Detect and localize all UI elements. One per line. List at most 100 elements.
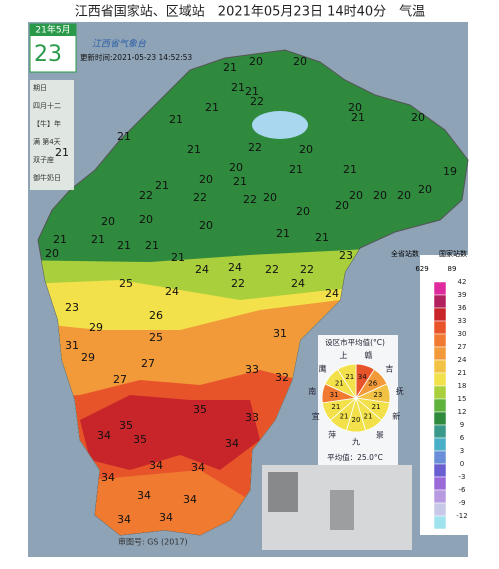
legend-swatch [433,333,447,348]
legend-swatch [433,346,447,361]
inset-value: 23 [373,391,382,399]
station-value: 22 [193,191,207,204]
legend-label: -6 [459,486,467,494]
station-value: 20 [296,205,310,218]
inset-average: 平均值：25.0°C [327,452,383,462]
station-value: 20 [299,143,313,156]
station-value: 21 [205,101,219,114]
station-value: 34 [225,437,239,450]
station-value: 34 [149,459,163,472]
station-value: 21 [245,85,259,98]
calendar-notes [30,80,74,190]
station-value: 22 [248,141,262,154]
station-value: 20 [249,55,263,68]
legend-swatch [433,411,447,426]
legend-label: 39 [458,291,467,299]
blurred-area [268,472,298,512]
station-value: 23 [339,249,353,262]
inset-value: 21 [331,403,340,411]
legend-swatch [433,476,447,491]
legend-swatch [433,489,447,504]
title: 江西省国家站、区域站 2021年05月23日 14时40分 气温 [75,4,425,20]
station-value: 21 [315,231,329,244]
station-value: 31 [65,339,79,352]
station-value: 22 [139,189,153,202]
station-value: 21 [117,130,131,143]
inset-city: 南 [308,386,316,396]
inset-city: 抚 [396,386,404,396]
legend-label: 9 [460,421,464,429]
station-value: 35 [193,403,207,416]
legend-label: 36 [458,304,467,312]
inset-city: 赣 [364,350,372,360]
logo: 江西省气象台 [92,39,147,50]
lake [252,111,308,139]
legend-label: 27 [458,343,467,351]
legend-national-count: 89 [448,265,457,273]
inset-value: 26 [368,380,377,388]
station-value: 34 [117,513,131,526]
calendar-month: 21年5月 [35,24,70,36]
calendar-header [30,24,76,36]
inset-value: 21 [340,413,349,421]
station-value: 22 [231,277,245,290]
station-value: 32 [275,371,289,384]
station-value: 21 [53,233,67,246]
legend-swatch [433,398,447,413]
station-value: 24 [195,263,209,276]
calendar-note: 【牛】年 [33,119,61,128]
station-value: 20 [373,189,387,202]
legend-label: 6 [460,434,465,442]
station-value: 24 [291,277,305,290]
inset-city: 新 [392,411,400,421]
station-value: 20 [349,189,363,202]
station-value: 21 [145,239,159,252]
station-value: 29 [89,321,103,334]
blurred-area [330,490,354,530]
station-value: 35 [119,419,133,432]
inset-value: 31 [330,391,339,399]
legend-label: 18 [458,382,467,390]
legend-swatch [433,294,447,309]
legend-national-label: 国家站数 [439,249,467,258]
band [80,395,260,470]
station-value: 27 [141,357,155,370]
station-value: 34 [183,493,197,506]
inset-slice [337,363,357,400]
station-value: 24 [165,285,179,298]
legend-label: -12 [456,512,467,520]
legend-swatch [433,320,447,335]
legend-label: 15 [458,395,467,403]
inset-city: 吉 [385,365,393,374]
calendar-note: 双子座 [33,155,54,164]
legend-label: 21 [458,369,467,377]
calendar-day: 23 [34,42,62,67]
legend-label: 30 [458,330,467,338]
station-value: 21 [343,163,357,176]
station-value: 20 [229,161,243,174]
inset-city: 上 [340,351,348,360]
station-value: 29 [81,351,95,364]
calendar-note: 御牛奶日 [33,173,61,182]
legend-swatch [433,502,447,517]
station-value: 21 [55,146,69,159]
legend-label: 3 [460,447,464,455]
legend-all-count: 629 [415,265,428,273]
footer: 审图号: GS (2017) [118,537,188,547]
legend-swatch [433,424,447,439]
inset-value: 21 [345,373,354,381]
station-value: 21 [171,251,185,264]
inset-city: 宜 [312,411,320,421]
station-value: 34 [137,489,151,502]
inset-value: 21 [335,380,344,388]
inset-city: 九 [352,438,360,447]
station-value: 21 [233,175,247,188]
inset-value: 21 [363,413,372,421]
station-value: 20 [335,199,349,212]
station-value: 31 [273,327,287,340]
station-value: 21 [351,111,365,124]
inset-value: 21 [372,403,381,411]
station-value: 21 [187,143,201,156]
inset-value: 20 [352,416,361,424]
legend-label: -9 [459,499,466,507]
